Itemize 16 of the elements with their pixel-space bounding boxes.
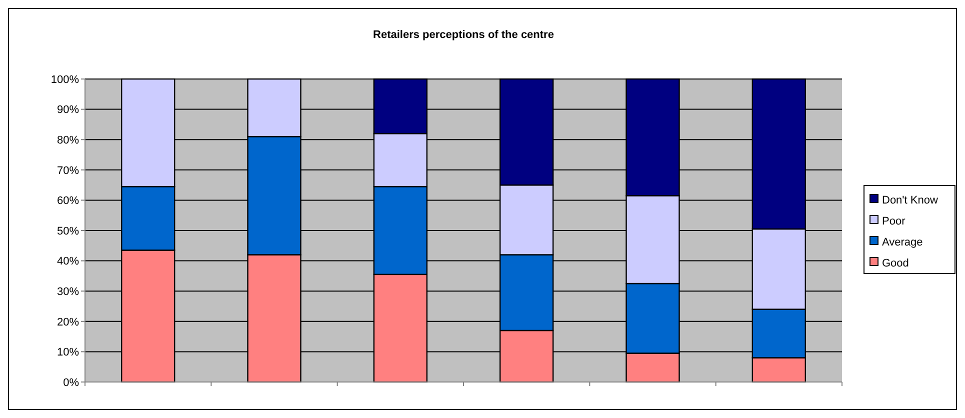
y-tick-label: 100% — [50, 74, 80, 86]
y-tick-label: 40% — [56, 256, 80, 268]
legend-label: Don't Know — [882, 194, 938, 206]
y-tick-label: 0% — [63, 376, 80, 389]
chart-title: Retailers perceptions of the centre — [373, 29, 554, 41]
legend-label: Average — [882, 236, 923, 248]
y-tick-label: 20% — [56, 316, 80, 328]
legend-label: Poor — [882, 215, 906, 228]
y-tick-label: 10% — [56, 346, 80, 359]
y-tick-label: 30% — [56, 286, 80, 298]
y-tick-label: 60% — [56, 195, 80, 208]
y-tick-label: 50% — [56, 225, 80, 238]
y-tick-label: 90% — [56, 104, 80, 116]
y-tick-label: 70% — [56, 164, 80, 177]
y-tick-label: 80% — [56, 134, 80, 146]
legend-label: Good — [882, 257, 909, 270]
